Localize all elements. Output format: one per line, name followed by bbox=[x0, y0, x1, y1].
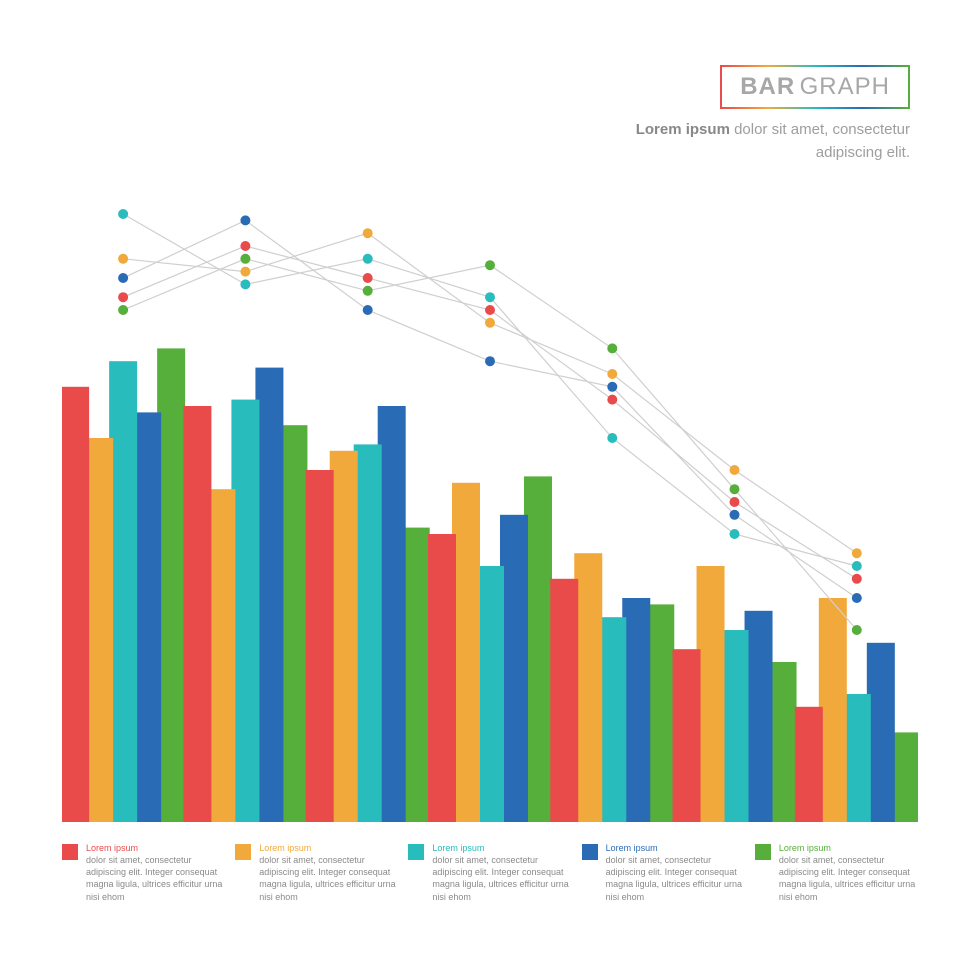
legend-text-4: Lorem ipsum dolor sit amet, consectetur … bbox=[779, 842, 918, 903]
legend-lead-2: Lorem ipsum bbox=[432, 842, 571, 854]
dot-orange-0 bbox=[118, 254, 128, 264]
bar-orange-0 bbox=[85, 438, 113, 822]
bar-teal-6 bbox=[843, 694, 871, 822]
dot-blue-1 bbox=[240, 215, 250, 225]
bar-blue-5 bbox=[745, 611, 773, 822]
dot-red-5 bbox=[730, 497, 740, 507]
legend-lead-0: Lorem ipsum bbox=[86, 842, 225, 854]
legend-body-0: dolor sit amet, consectetur adipiscing e… bbox=[86, 855, 222, 901]
bar-orange-3 bbox=[452, 483, 480, 822]
dot-blue-6 bbox=[852, 593, 862, 603]
dot-green-6 bbox=[852, 625, 862, 635]
dot-red-1 bbox=[240, 241, 250, 251]
bar-orange-6 bbox=[819, 598, 847, 822]
dot-orange-4 bbox=[607, 369, 617, 379]
legend-body-2: dolor sit amet, consectetur adipiscing e… bbox=[432, 855, 568, 901]
dot-green-2 bbox=[363, 286, 373, 296]
dot-blue-4 bbox=[607, 382, 617, 392]
bar-red-0 bbox=[62, 387, 89, 822]
bar-orange-1 bbox=[207, 489, 235, 822]
bar-green-1 bbox=[279, 425, 307, 822]
chart-area bbox=[62, 60, 918, 822]
bar-teal-2 bbox=[354, 444, 382, 822]
dot-teal-3 bbox=[485, 292, 495, 302]
dot-teal-4 bbox=[607, 433, 617, 443]
bar-red-4 bbox=[550, 579, 578, 822]
legend-item-0: Lorem ipsum dolor sit amet, consectetur … bbox=[62, 842, 225, 903]
dot-blue-3 bbox=[485, 356, 495, 366]
bar-red-2 bbox=[306, 470, 334, 822]
dot-green-0 bbox=[118, 305, 128, 315]
bar-orange-4 bbox=[574, 553, 602, 822]
dot-green-5 bbox=[730, 484, 740, 494]
legend-text-2: Lorem ipsum dolor sit amet, consectetur … bbox=[432, 842, 571, 903]
bar-red-6 bbox=[795, 707, 823, 822]
legend-item-2: Lorem ipsum dolor sit amet, consectetur … bbox=[408, 842, 571, 903]
legend-lead-1: Lorem ipsum bbox=[259, 842, 398, 854]
bar-teal-4 bbox=[598, 617, 626, 822]
legend-swatch-3 bbox=[582, 844, 598, 860]
bar-green-5 bbox=[769, 662, 797, 822]
chart-svg bbox=[62, 60, 918, 822]
bar-blue-1 bbox=[255, 368, 283, 822]
legend-item-3: Lorem ipsum dolor sit amet, consectetur … bbox=[582, 842, 745, 903]
dot-orange-5 bbox=[730, 465, 740, 475]
legend-body-4: dolor sit amet, consectetur adipiscing e… bbox=[779, 855, 915, 901]
legend-lead-4: Lorem ipsum bbox=[779, 842, 918, 854]
bar-teal-3 bbox=[476, 566, 504, 822]
dot-blue-2 bbox=[363, 305, 373, 315]
bar-green-0 bbox=[157, 348, 185, 822]
bar-orange-2 bbox=[330, 451, 358, 822]
bar-blue-6 bbox=[867, 643, 895, 822]
legend-swatch-1 bbox=[235, 844, 251, 860]
bar-teal-5 bbox=[721, 630, 749, 822]
dot-green-4 bbox=[607, 343, 617, 353]
dot-blue-5 bbox=[730, 510, 740, 520]
dot-green-3 bbox=[485, 260, 495, 270]
bar-blue-0 bbox=[133, 412, 161, 822]
bar-blue-4 bbox=[622, 598, 650, 822]
bar-teal-1 bbox=[231, 400, 259, 822]
dot-orange-2 bbox=[363, 228, 373, 238]
legend-swatch-0 bbox=[62, 844, 78, 860]
legend-item-4: Lorem ipsum dolor sit amet, consectetur … bbox=[755, 842, 918, 903]
legend-lead-3: Lorem ipsum bbox=[606, 842, 745, 854]
dot-orange-6 bbox=[852, 548, 862, 558]
dot-orange-1 bbox=[240, 267, 250, 277]
dot-blue-0 bbox=[118, 273, 128, 283]
bar-green-2 bbox=[402, 528, 430, 822]
dot-teal-0 bbox=[118, 209, 128, 219]
legend-text-1: Lorem ipsum dolor sit amet, consectetur … bbox=[259, 842, 398, 903]
dot-red-6 bbox=[852, 574, 862, 584]
legend-body-3: dolor sit amet, consectetur adipiscing e… bbox=[606, 855, 742, 901]
bar-teal-0 bbox=[109, 361, 137, 822]
dot-red-2 bbox=[363, 273, 373, 283]
bar-red-1 bbox=[183, 406, 211, 822]
dot-teal-5 bbox=[730, 529, 740, 539]
legend-body-1: dolor sit amet, consectetur adipiscing e… bbox=[259, 855, 395, 901]
legend-text-0: Lorem ipsum dolor sit amet, consectetur … bbox=[86, 842, 225, 903]
dot-teal-6 bbox=[852, 561, 862, 571]
legend-item-1: Lorem ipsum dolor sit amet, consectetur … bbox=[235, 842, 398, 903]
dot-red-3 bbox=[485, 305, 495, 315]
dot-green-1 bbox=[240, 254, 250, 264]
bar-green-6 bbox=[891, 732, 918, 822]
bar-red-3 bbox=[428, 534, 456, 822]
dot-red-0 bbox=[118, 292, 128, 302]
legend-text-3: Lorem ipsum dolor sit amet, consectetur … bbox=[606, 842, 745, 903]
bar-red-5 bbox=[673, 649, 701, 822]
legend-swatch-2 bbox=[408, 844, 424, 860]
bar-blue-2 bbox=[378, 406, 406, 822]
legend-row: Lorem ipsum dolor sit amet, consectetur … bbox=[62, 842, 918, 903]
dot-orange-3 bbox=[485, 318, 495, 328]
dot-teal-1 bbox=[240, 279, 250, 289]
bar-green-3 bbox=[524, 476, 552, 822]
bar-blue-3 bbox=[500, 515, 528, 822]
bar-orange-5 bbox=[697, 566, 725, 822]
dot-teal-2 bbox=[363, 254, 373, 264]
dot-red-4 bbox=[607, 395, 617, 405]
bar-green-4 bbox=[646, 604, 674, 822]
legend-swatch-4 bbox=[755, 844, 771, 860]
